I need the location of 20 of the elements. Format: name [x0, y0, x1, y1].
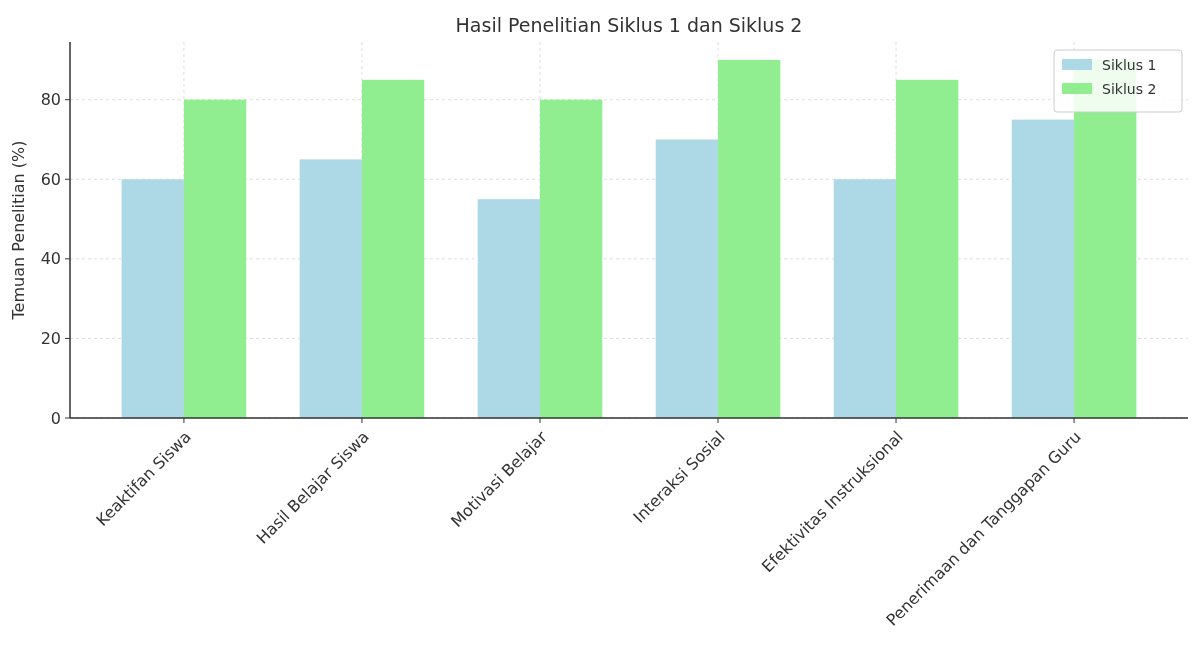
- bar: [896, 79, 959, 418]
- y-tick-label: 0: [50, 408, 61, 428]
- bar: [121, 179, 184, 418]
- bar: [718, 59, 781, 418]
- y-tick-label: 60: [40, 169, 61, 189]
- bar: [477, 199, 540, 418]
- bar: [183, 99, 247, 418]
- y-axis-title: Temuan Penelitian (%): [9, 140, 28, 321]
- bar: [299, 159, 362, 418]
- chart-title: Hasil Penelitian Siklus 1 dan Siklus 2: [455, 14, 803, 36]
- y-tick-label: 20: [40, 329, 61, 349]
- legend-label: Siklus 1: [1102, 56, 1157, 73]
- bar: [1011, 119, 1075, 418]
- legend-label: Siklus 2: [1102, 80, 1157, 97]
- bar: [361, 79, 425, 418]
- bar: [833, 179, 897, 418]
- y-tick-label: 40: [40, 249, 61, 269]
- bar: [655, 139, 719, 418]
- bar: [539, 99, 603, 418]
- y-tick-label: 80: [40, 90, 61, 110]
